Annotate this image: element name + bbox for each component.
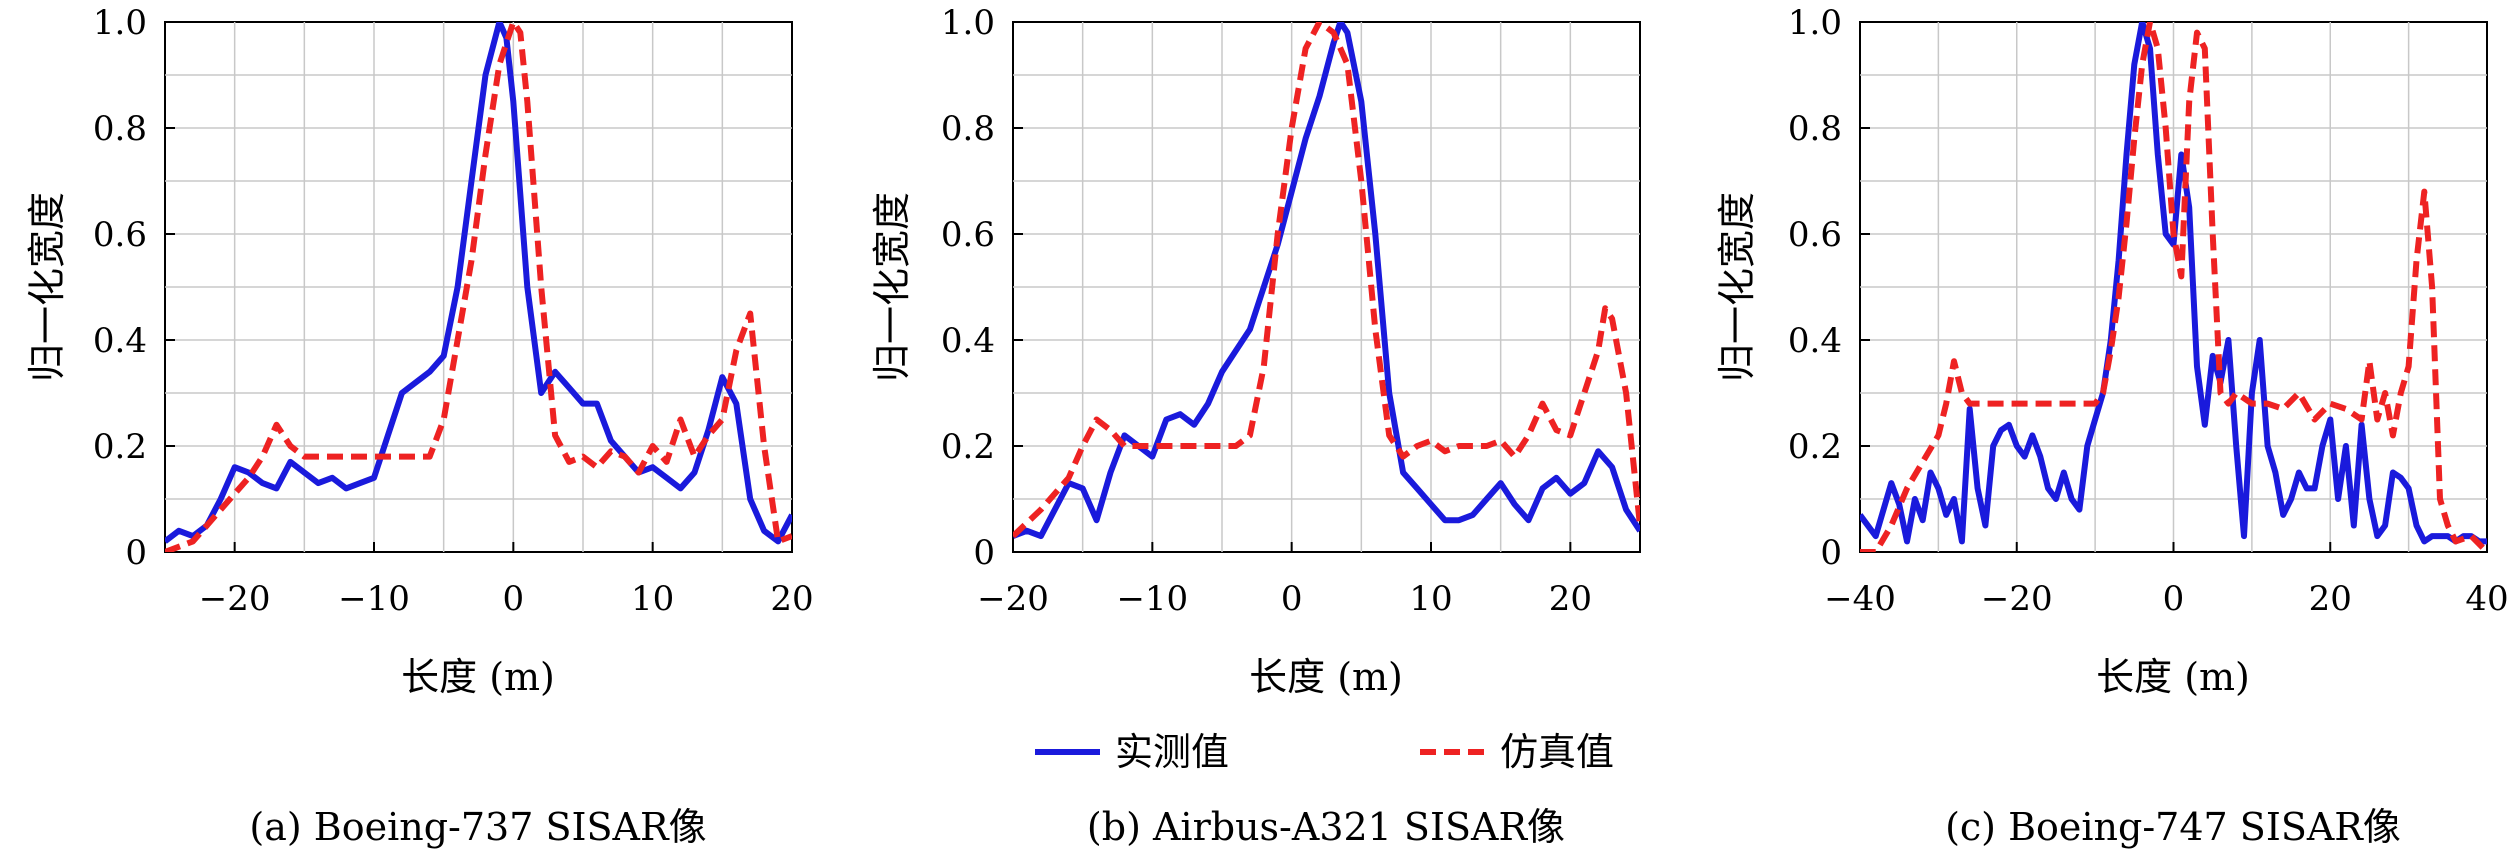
series-lines-a [165, 22, 792, 552]
caption-c: (c) Boeing-747 SISAR像 [1945, 805, 2401, 849]
x-tick-label: 0 [2163, 579, 2185, 619]
series-measured-line-c [1860, 22, 2487, 545]
x-axis-label-a: 长度 (m) [401, 655, 555, 699]
x-tick-labels-c: −40 −20 0 20 40 [1824, 542, 2509, 619]
panel-b: 0 0.2 0.4 0.6 0.8 1.0 −20 −10 0 10 20 归一化宽度 长度 (m… [870, 3, 1641, 849]
caption-a: (a) Boeing-737 SISAR像 [249, 805, 706, 849]
x-tick-label: −10 [338, 579, 410, 619]
legend-label-measured: 实测值 [1115, 730, 1229, 774]
y-tick-label: 1.0 [1788, 3, 1842, 43]
series-simulated-line-c [1860, 22, 2487, 552]
y-axis-label-c: 归一化宽度 [1715, 192, 1759, 382]
series-measured-line-b [1013, 22, 1640, 540]
y-tick-label: 0 [973, 533, 995, 573]
y-tick-label: 0.4 [93, 321, 147, 361]
panel-a: 0 0.2 0.4 0.6 0.8 1.0 −20 −10 0 10 20 归一化宽度 长度 (m… [25, 3, 814, 849]
y-tick-label: 0.4 [941, 321, 995, 361]
x-tick-label: −10 [1116, 579, 1188, 619]
x-tick-label: 10 [631, 579, 674, 619]
y-tick-label: 0.6 [93, 215, 147, 255]
y-tick-label: 1.0 [93, 3, 147, 43]
y-axis-label-a: 归一化宽度 [25, 192, 69, 382]
x-tick-label: 10 [1409, 579, 1452, 619]
y-tick-label: 0.8 [941, 109, 995, 149]
x-tick-label: −20 [1981, 579, 2053, 619]
series-lines-c [1860, 22, 2487, 552]
x-axis-label-c: 长度 (m) [2096, 655, 2250, 699]
y-tick-label: 0.6 [941, 215, 995, 255]
y-tick-labels-c: 0 0.2 0.4 0.6 0.8 1.0 [1788, 3, 1870, 573]
y-axis-label-b: 归一化宽度 [870, 192, 914, 382]
series-measured-line-a [165, 22, 792, 545]
x-tick-label: 20 [2309, 579, 2352, 619]
x-tick-label: 0 [503, 579, 525, 619]
legend: 实测值 仿真值 [1035, 730, 1614, 774]
x-tick-labels-b: −20 −10 0 10 20 [977, 542, 1592, 619]
x-tick-label: 20 [1549, 579, 1592, 619]
y-tick-label: 0.8 [93, 109, 147, 149]
series-simulated-line-a [165, 22, 792, 552]
y-tick-label: 1.0 [941, 3, 995, 43]
x-tick-label: 20 [770, 579, 813, 619]
y-tick-label: 0 [125, 533, 147, 573]
y-tick-label: 0.2 [1788, 427, 1842, 467]
x-tick-label: 0 [1281, 579, 1303, 619]
y-tick-label: 0.6 [1788, 215, 1842, 255]
legend-label-simulated: 仿真值 [1500, 730, 1614, 774]
x-tick-label: −20 [199, 579, 271, 619]
y-tick-labels-b: 0 0.2 0.4 0.6 0.8 1.0 [941, 3, 1023, 573]
y-tick-label: 0.4 [1788, 321, 1842, 361]
x-axis-label-b: 长度 (m) [1249, 655, 1403, 699]
x-tick-label: 40 [2465, 579, 2508, 619]
y-tick-label: 0 [1820, 533, 1842, 573]
x-tick-labels-a: −20 −10 0 10 20 [199, 542, 814, 619]
x-tick-label: −20 [977, 579, 1049, 619]
y-tick-label: 0.2 [93, 427, 147, 467]
series-lines-b [1013, 22, 1640, 540]
x-tick-label: −40 [1824, 579, 1896, 619]
caption-b: (b) Airbus-A321 SISAR像 [1087, 805, 1565, 849]
y-tick-label: 0.8 [1788, 109, 1842, 149]
panel-c: 0 0.2 0.4 0.6 0.8 1.0 −40 −20 0 20 40 归一化宽度 长度 (m… [1715, 3, 2509, 849]
series-simulated-line-b [1013, 22, 1640, 539]
y-tick-labels-a: 0 0.2 0.4 0.6 0.8 1.0 [93, 3, 175, 573]
y-tick-label: 0.2 [941, 427, 995, 467]
